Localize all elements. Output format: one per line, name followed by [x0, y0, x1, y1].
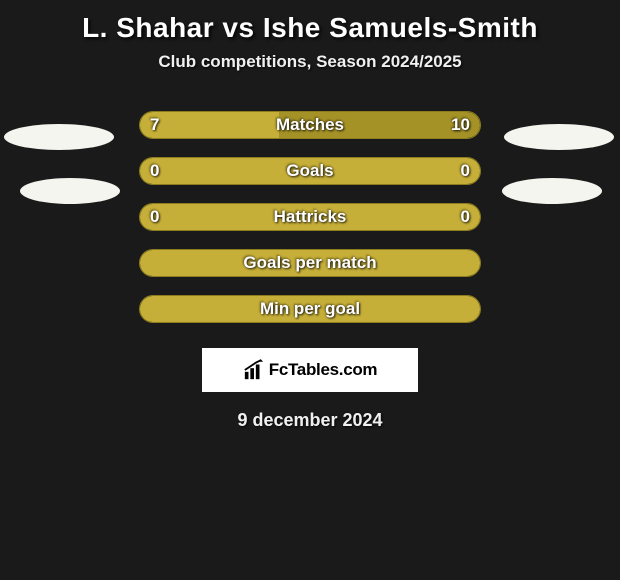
stat-bar: Goals 0 0	[139, 157, 481, 185]
stat-label: Goals per match	[243, 253, 376, 273]
stat-value-right: 0	[461, 207, 470, 227]
stat-label: Goals	[286, 161, 333, 181]
stat-bar: Min per goal	[139, 295, 481, 323]
bar-fill	[140, 112, 279, 138]
stat-row: Min per goal	[0, 286, 620, 332]
brand-badge: FcTables.com	[202, 348, 418, 392]
stat-label: Matches	[276, 115, 344, 135]
stat-row: Goals 0 0	[0, 148, 620, 194]
page-title: L. Shahar vs Ishe Samuels-Smith	[0, 0, 620, 52]
stat-row: Hattricks 0 0	[0, 194, 620, 240]
stats-widget: L. Shahar vs Ishe Samuels-Smith Club com…	[0, 0, 620, 431]
stat-value-left: 0	[150, 207, 159, 227]
stat-row: Matches 7 10	[0, 102, 620, 148]
stat-value-left: 0	[150, 161, 159, 181]
stat-bar: Matches 7 10	[139, 111, 481, 139]
stat-value-left: 7	[150, 115, 159, 135]
stats-list: Matches 7 10 Goals 0 0 Hattricks 0 0 Goals per ma…	[0, 102, 620, 332]
chart-icon	[243, 359, 265, 381]
stat-bar: Hattricks 0 0	[139, 203, 481, 231]
brand-text: FcTables.com	[269, 360, 378, 380]
stat-row: Goals per match	[0, 240, 620, 286]
stat-value-right: 10	[451, 115, 470, 135]
stat-label: Min per goal	[260, 299, 360, 319]
page-subtitle: Club competitions, Season 2024/2025	[0, 52, 620, 102]
date-text: 9 december 2024	[0, 410, 620, 431]
stat-bar: Goals per match	[139, 249, 481, 277]
stat-label: Hattricks	[274, 207, 347, 227]
stat-value-right: 0	[461, 161, 470, 181]
